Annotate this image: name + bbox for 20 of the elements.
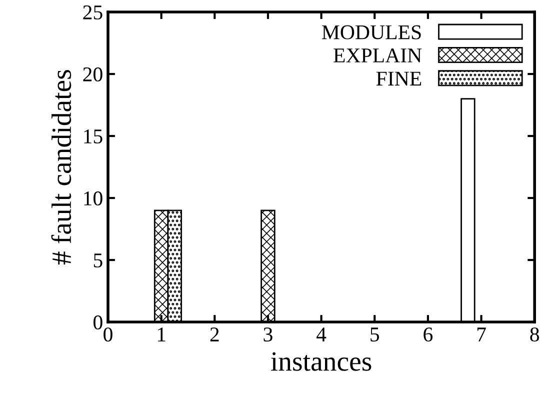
- x-tick-label: 2: [210, 328, 219, 342]
- y-tick-label: 20: [83, 67, 102, 82]
- y-axis-title: # fault candidates: [51, 70, 72, 264]
- y-tick-label: 15: [84, 129, 102, 144]
- legend-label: MODULES: [322, 25, 421, 40]
- legend-label: EXPLAIN: [334, 48, 422, 62]
- legend-label: FINE: [376, 72, 422, 86]
- y-tick-label: 10: [84, 191, 102, 206]
- x-tick-label: 8: [530, 327, 540, 342]
- x-tick-label: 5: [370, 328, 380, 342]
- y-tick-label: 5: [94, 254, 102, 268]
- x-tick-label: 7: [477, 328, 486, 342]
- x-tick-label: 4: [316, 328, 326, 342]
- x-tick-label: 0: [104, 327, 112, 342]
- x-tick-label: 3: [264, 328, 272, 342]
- y-tick-label: 25: [83, 5, 102, 20]
- x-tick-label: 6: [424, 328, 433, 342]
- y-tick-label: 0: [94, 315, 102, 330]
- x-axis-title: instances: [270, 352, 372, 371]
- x-tick-label: 1: [158, 328, 166, 342]
